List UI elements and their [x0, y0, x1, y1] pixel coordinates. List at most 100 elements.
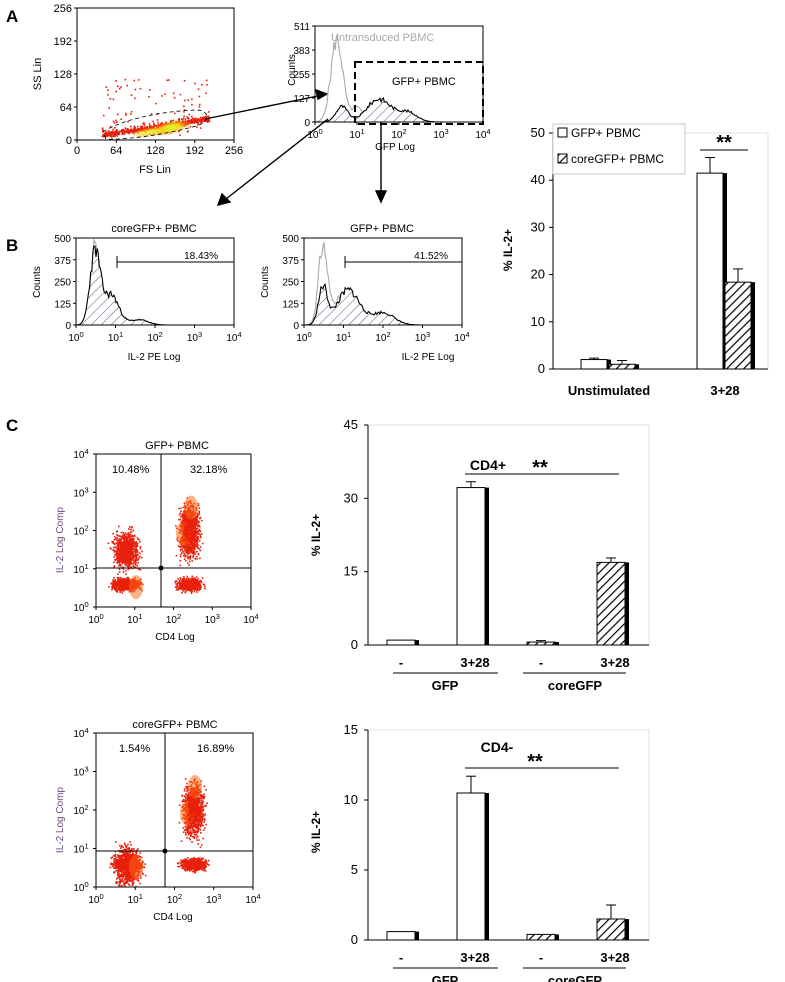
ssfs-dot	[203, 118, 205, 120]
flow-dot	[189, 529, 191, 531]
ssfs-dot	[127, 131, 130, 134]
flow-dot	[196, 538, 199, 540]
flow-dot	[186, 575, 188, 578]
flow-dot	[139, 541, 141, 543]
flow-dot	[197, 515, 199, 518]
flow-dot	[122, 590, 124, 592]
ssfs-dot	[110, 126, 112, 128]
flow-dot	[121, 560, 124, 563]
flow-dot	[130, 562, 133, 564]
ssfs-dot	[125, 112, 127, 115]
flow-dot	[122, 568, 125, 571]
ssfs-dot	[193, 119, 196, 122]
ssfs-dot	[148, 123, 151, 125]
flow-dot	[118, 571, 121, 573]
ssfs-dot	[107, 130, 110, 132]
flow-dot	[129, 548, 131, 550]
ssfs-dot	[150, 125, 152, 128]
bar-b-legend: GFP+ PBMC coreGFP+ PBMC	[552, 123, 686, 175]
flow-dot	[183, 510, 185, 512]
flow-dot	[195, 529, 197, 531]
flow-dot	[192, 519, 194, 522]
flow-dot	[119, 884, 121, 887]
gfp-hist-ytick-1: 127	[293, 94, 310, 105]
flow-dot	[116, 878, 118, 880]
ssfs-dot	[102, 130, 104, 133]
flow-dot	[129, 877, 132, 880]
flow-dot	[119, 552, 121, 554]
flow-dot	[125, 573, 127, 576]
flow-dot	[128, 848, 131, 850]
flow-dot	[135, 560, 137, 562]
flow-dot	[130, 551, 133, 554]
flow-dot	[178, 586, 180, 589]
flow-dot	[126, 588, 129, 591]
flow-dot	[197, 580, 199, 583]
flow-dot	[193, 550, 196, 553]
flow-dot	[127, 554, 129, 556]
flow-dot	[131, 853, 134, 856]
flow-dot	[138, 538, 140, 541]
flow-dot	[183, 534, 186, 537]
flow-dot	[134, 563, 137, 565]
flow-dot	[123, 553, 125, 556]
flow-dot	[193, 540, 196, 543]
flow-dot	[119, 869, 121, 872]
flow-dot	[192, 586, 194, 588]
ssfs-dot	[173, 96, 176, 99]
flow-dot	[127, 568, 130, 571]
ssfs-dot	[192, 122, 195, 124]
ssfs-dot	[207, 111, 210, 113]
flow-dot	[136, 849, 138, 852]
ssfs-dot	[178, 117, 180, 120]
flow-dot	[118, 543, 121, 545]
flow-dot	[128, 875, 131, 878]
flow-dot	[124, 879, 126, 881]
ssfs-dot	[120, 118, 122, 120]
flow-dot	[118, 880, 121, 883]
flow-dot	[196, 527, 199, 530]
flow-dot	[119, 578, 122, 580]
flow-dot	[178, 546, 181, 548]
flow-dot	[120, 871, 123, 874]
ssfs-dot	[137, 79, 140, 81]
flow-dot	[120, 851, 123, 853]
flow-dot	[117, 580, 119, 583]
core-il2-title: coreGFP+ PBMC	[111, 223, 196, 235]
flow-dot	[124, 551, 127, 553]
ssfs-dot	[110, 134, 112, 136]
flow-dot	[141, 872, 144, 875]
flow-dot	[188, 543, 190, 546]
gfp-hist-xtick-0: 100	[307, 127, 322, 141]
gfp-il2-xtick-0: 100	[296, 330, 311, 344]
flow-dot	[121, 582, 123, 584]
flow-dot	[129, 562, 132, 564]
gfp-il2-ytick-4: 500	[282, 234, 299, 245]
flow-dot	[185, 528, 188, 530]
flow-dot	[132, 538, 134, 541]
flow-dot	[179, 512, 182, 514]
flow-dot	[199, 516, 202, 519]
flow-dot	[180, 507, 182, 510]
flow-dot	[129, 563, 131, 566]
flow-dot	[123, 583, 125, 586]
flow-dot	[119, 548, 122, 551]
flow-dot	[186, 523, 189, 525]
ssfs-dot	[133, 79, 136, 82]
flow-dot	[119, 535, 121, 537]
flow-dot	[185, 546, 187, 548]
flow-dot	[194, 522, 197, 525]
flow-dot	[192, 536, 194, 538]
flow-dot	[197, 503, 200, 505]
ssfs-dot	[117, 133, 120, 136]
ssfs-dot	[113, 122, 116, 124]
flow-dot	[122, 561, 124, 564]
lymph-gate	[102, 109, 208, 140]
flow-dot	[127, 556, 129, 559]
gfp-il2-ytick-3: 375	[282, 256, 299, 267]
flow-dot	[201, 519, 203, 522]
flow-dot	[182, 580, 185, 583]
